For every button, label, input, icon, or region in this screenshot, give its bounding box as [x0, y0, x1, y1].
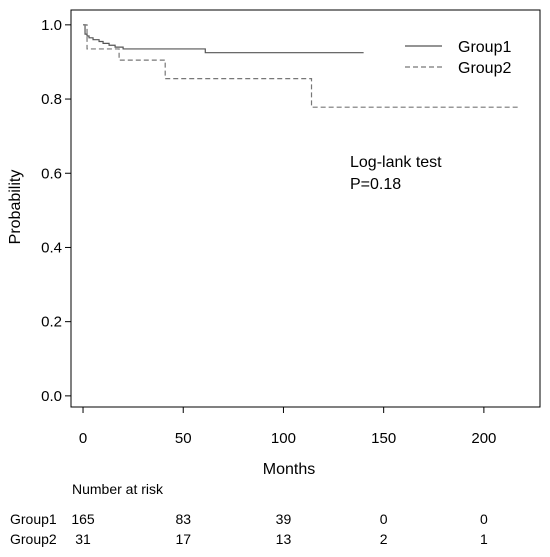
x-tick-label: 50: [175, 430, 192, 447]
risk-cell: 1: [480, 531, 488, 547]
risk-cell: 83: [175, 511, 191, 527]
y-tick-label: 0.8: [41, 91, 62, 108]
x-tick-label: 100: [271, 430, 296, 447]
risk-cell: 17: [175, 531, 191, 547]
x-tick-label: 200: [471, 430, 496, 447]
risk-cell: 31: [75, 531, 91, 547]
y-tick-label: 0.4: [41, 239, 62, 256]
risk-cell: 0: [380, 511, 388, 527]
series-layer: [83, 24, 520, 108]
risk-cell: 2: [380, 531, 388, 547]
plot-frame: [70, 9, 541, 408]
x-axis: 0 50 100 150 200: [79, 407, 496, 447]
y-tick-label: 0.2: [41, 314, 62, 331]
x-axis-title: Months: [263, 461, 315, 478]
p-value-annotation: P=0.18: [350, 176, 401, 193]
y-axis-title: Probability: [7, 170, 24, 245]
y-tick-label: 0.6: [41, 165, 62, 182]
risk-table-title: Number at risk: [72, 481, 164, 497]
risk-cell: 0: [480, 511, 488, 527]
risk-cell: 39: [276, 511, 292, 527]
legend-label-group1: Group1: [458, 39, 511, 56]
y-axis: 0.0 0.2 0.4 0.6 0.8 1.0: [41, 17, 71, 405]
risk-cell: 13: [276, 531, 292, 547]
test-annotation: Log-lank test: [350, 154, 442, 171]
risk-cell: 165: [71, 511, 95, 527]
x-tick-label: 150: [371, 430, 396, 447]
plot-border: [70, 9, 541, 408]
x-tick-label: 0: [79, 430, 87, 447]
y-tick-label: 1.0: [41, 17, 62, 34]
risk-row-label: Group1: [10, 511, 57, 527]
legend: Group1 Group2: [405, 39, 511, 77]
series-line-group1: [83, 24, 364, 54]
series-line-group2: [83, 24, 520, 108]
legend-label-group2: Group2: [458, 60, 511, 77]
risk-row-label: Group2: [10, 531, 57, 547]
y-tick-label: 0.0: [41, 388, 62, 405]
risk-table: Number at risk Group1 165 83 39 0 0 Group2 31 17…: [10, 481, 488, 547]
